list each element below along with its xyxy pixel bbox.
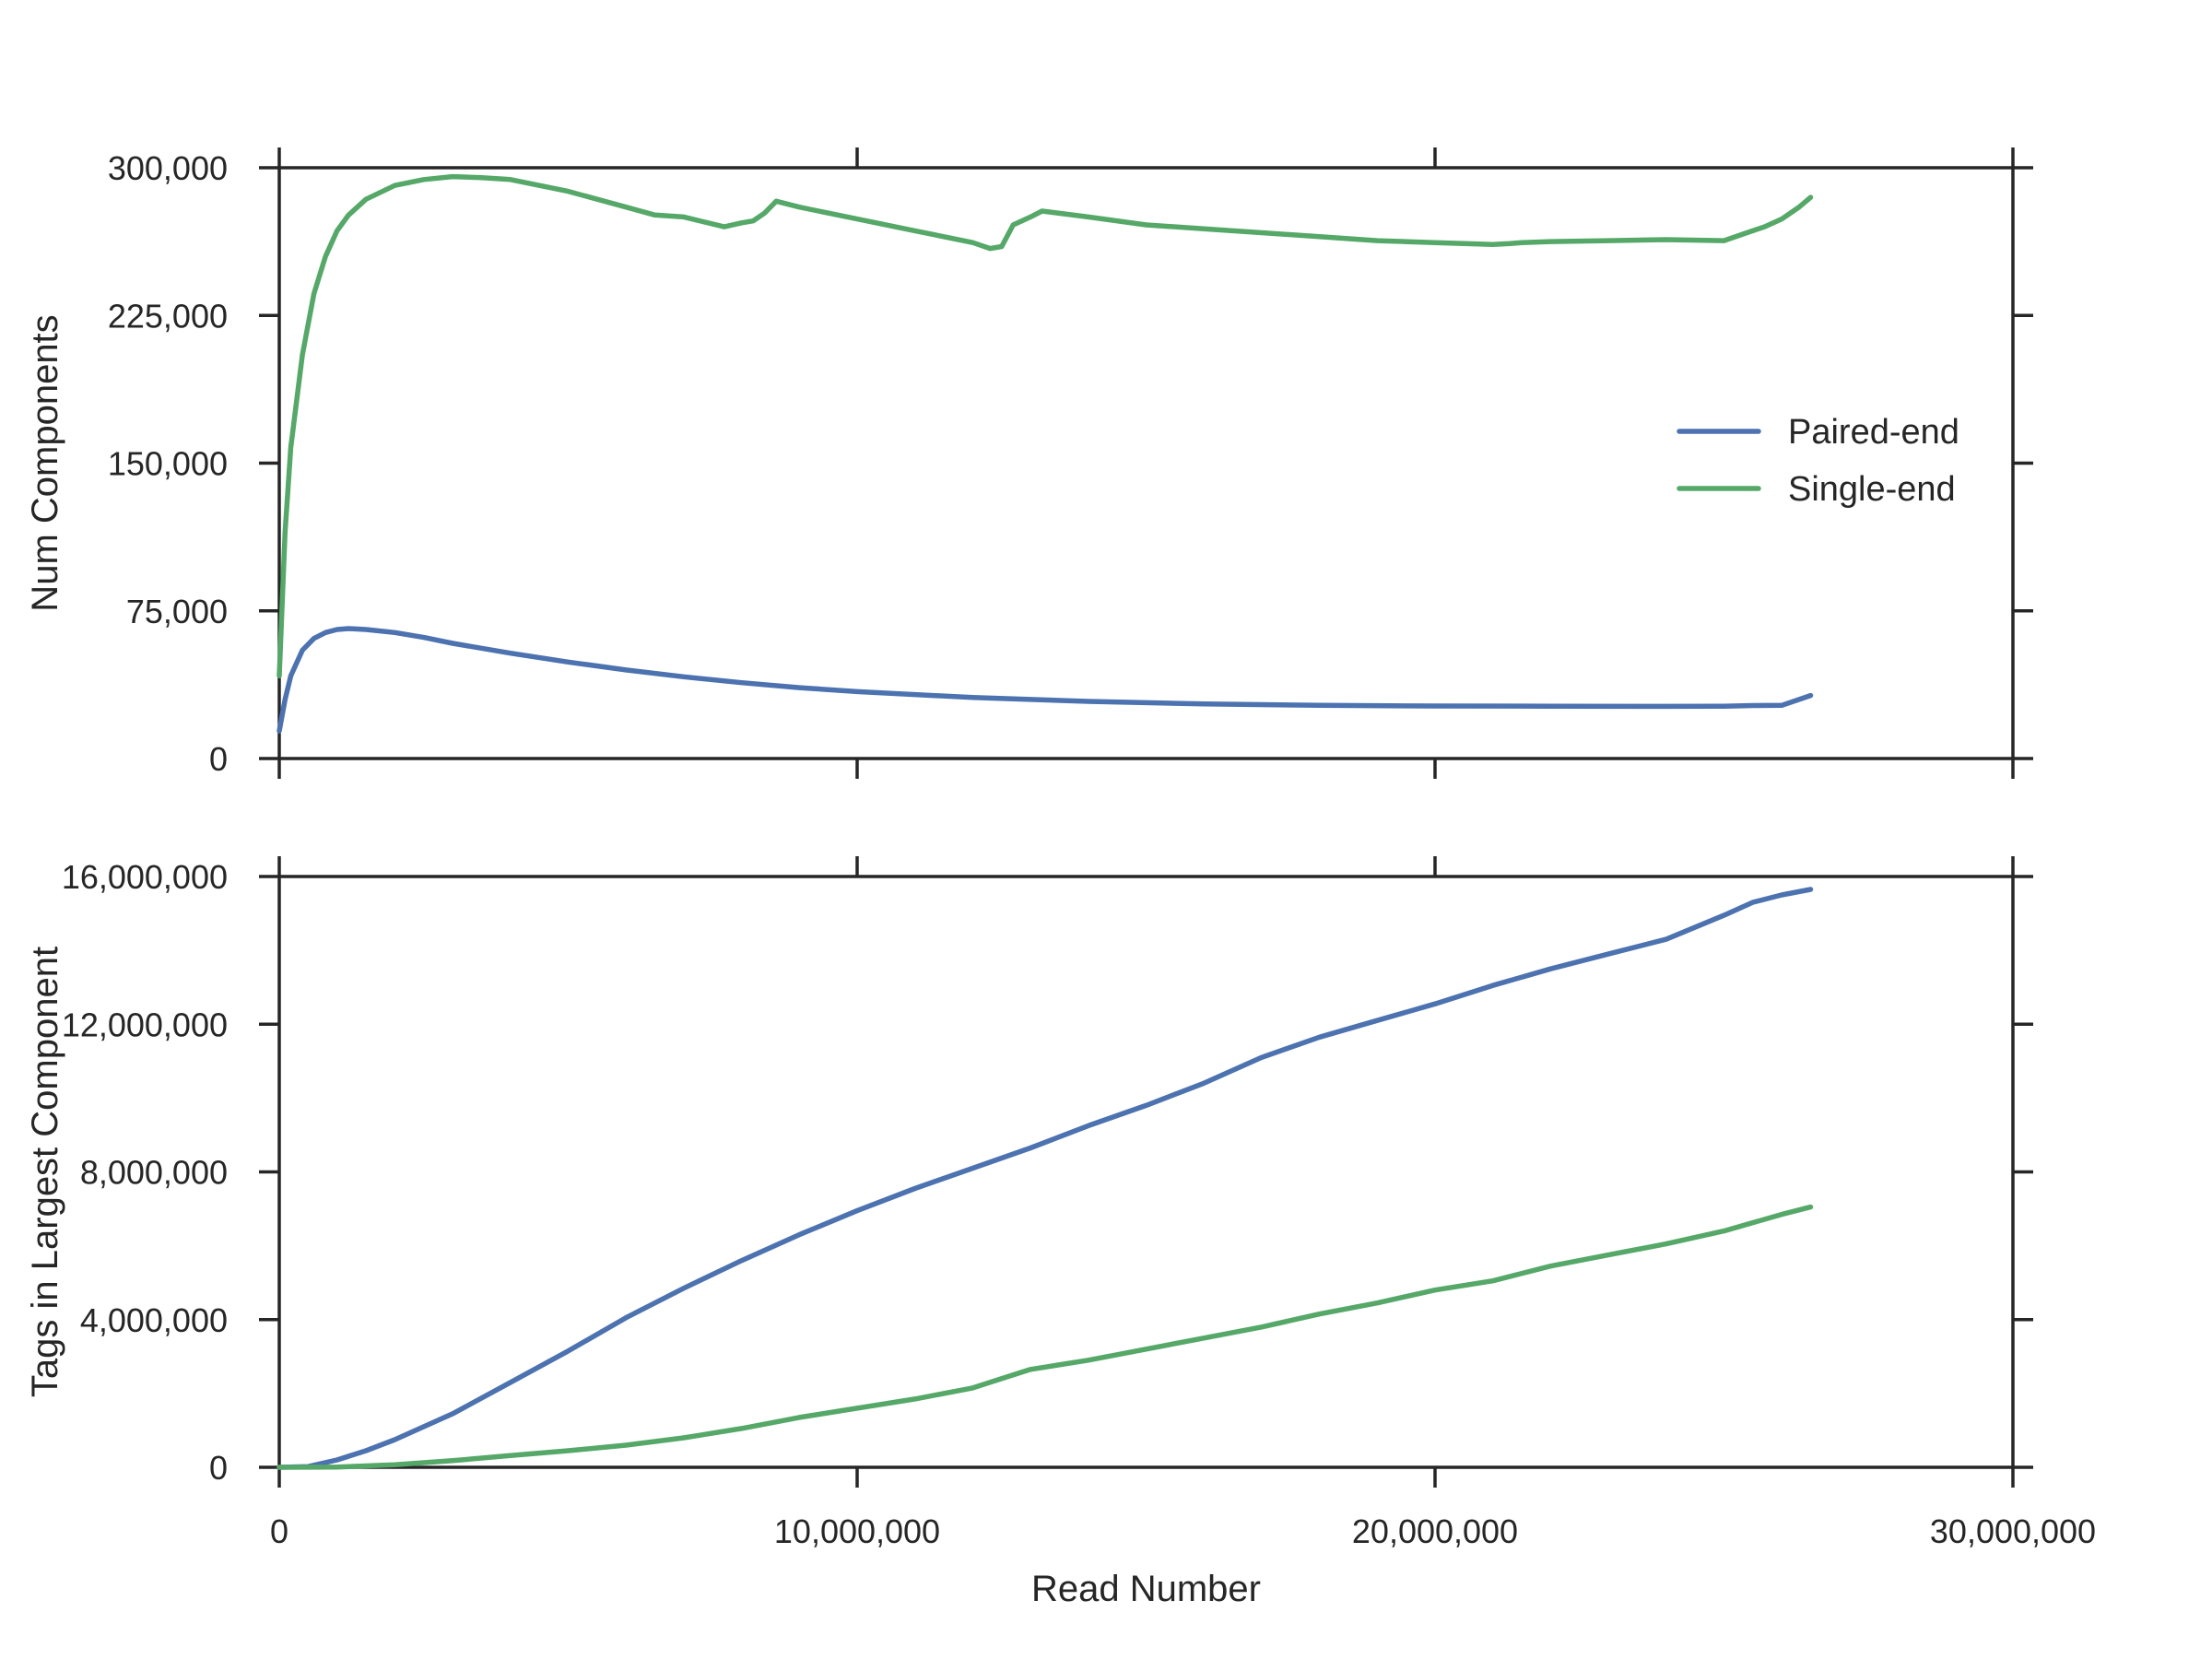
legend-label-paired-end: Paired-end [1788, 413, 1959, 452]
y-axis-title: Num Components [25, 314, 65, 611]
series-line-single-end [276, 1204, 1814, 1470]
y-tick-label: 0 [209, 740, 228, 778]
plot-frame [277, 875, 2015, 1469]
series-line-paired-end [276, 626, 1814, 734]
plot-frame [277, 166, 2015, 760]
series-line-paired-end [276, 887, 1814, 1470]
y-tick-label: 300,000 [108, 149, 228, 187]
y-tick-label: 4,000,000 [80, 1301, 228, 1339]
y-tick-label: 225,000 [108, 297, 228, 335]
y-tick-label: 8,000,000 [80, 1154, 228, 1192]
y-tick-label: 0 [209, 1449, 228, 1487]
y-tick-label: 150,000 [108, 445, 228, 483]
x-tick-label: 30,000,000 [1930, 1512, 2096, 1550]
top-panel-components: 0 75,000 150,000 225,000 300,000 Num Componen… [25, 147, 2033, 779]
y-tick-label: 12,000,000 [62, 1006, 228, 1043]
legend-label-single-end: Single-end [1788, 470, 1956, 509]
y-axis-title: Tags in Largest Component [25, 947, 65, 1397]
bottom-panel-largest-component: 0 10,000,000 20,000,000 30,000,000 0 4,000,00… [25, 856, 2096, 1609]
legend: Paired-end Single-end [1677, 413, 1959, 509]
y-tick-label: 75,000 [126, 593, 228, 630]
x-tick-label: 10,000,000 [774, 1512, 940, 1550]
y-tick-label: 16,000,000 [62, 858, 228, 896]
x-tick-label: 20,000,000 [1352, 1512, 1518, 1550]
x-tick-label: 0 [270, 1512, 288, 1550]
x-axis-title: Read Number [1031, 1569, 1261, 1609]
series-line-single-end [276, 173, 1814, 679]
